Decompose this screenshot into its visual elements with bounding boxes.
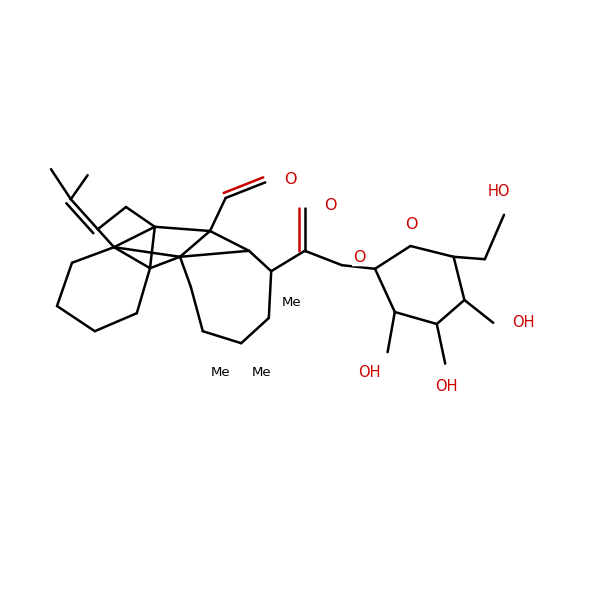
- Text: HO: HO: [488, 184, 511, 199]
- Text: O: O: [406, 217, 418, 232]
- Text: OH: OH: [435, 379, 458, 394]
- Text: Me: Me: [211, 366, 230, 379]
- Text: OH: OH: [512, 316, 535, 330]
- Text: Me: Me: [252, 366, 272, 379]
- Text: Me: Me: [282, 296, 302, 310]
- Text: OH: OH: [358, 365, 381, 380]
- Text: O: O: [284, 173, 297, 187]
- Text: O: O: [325, 197, 337, 212]
- Text: O: O: [353, 250, 365, 265]
